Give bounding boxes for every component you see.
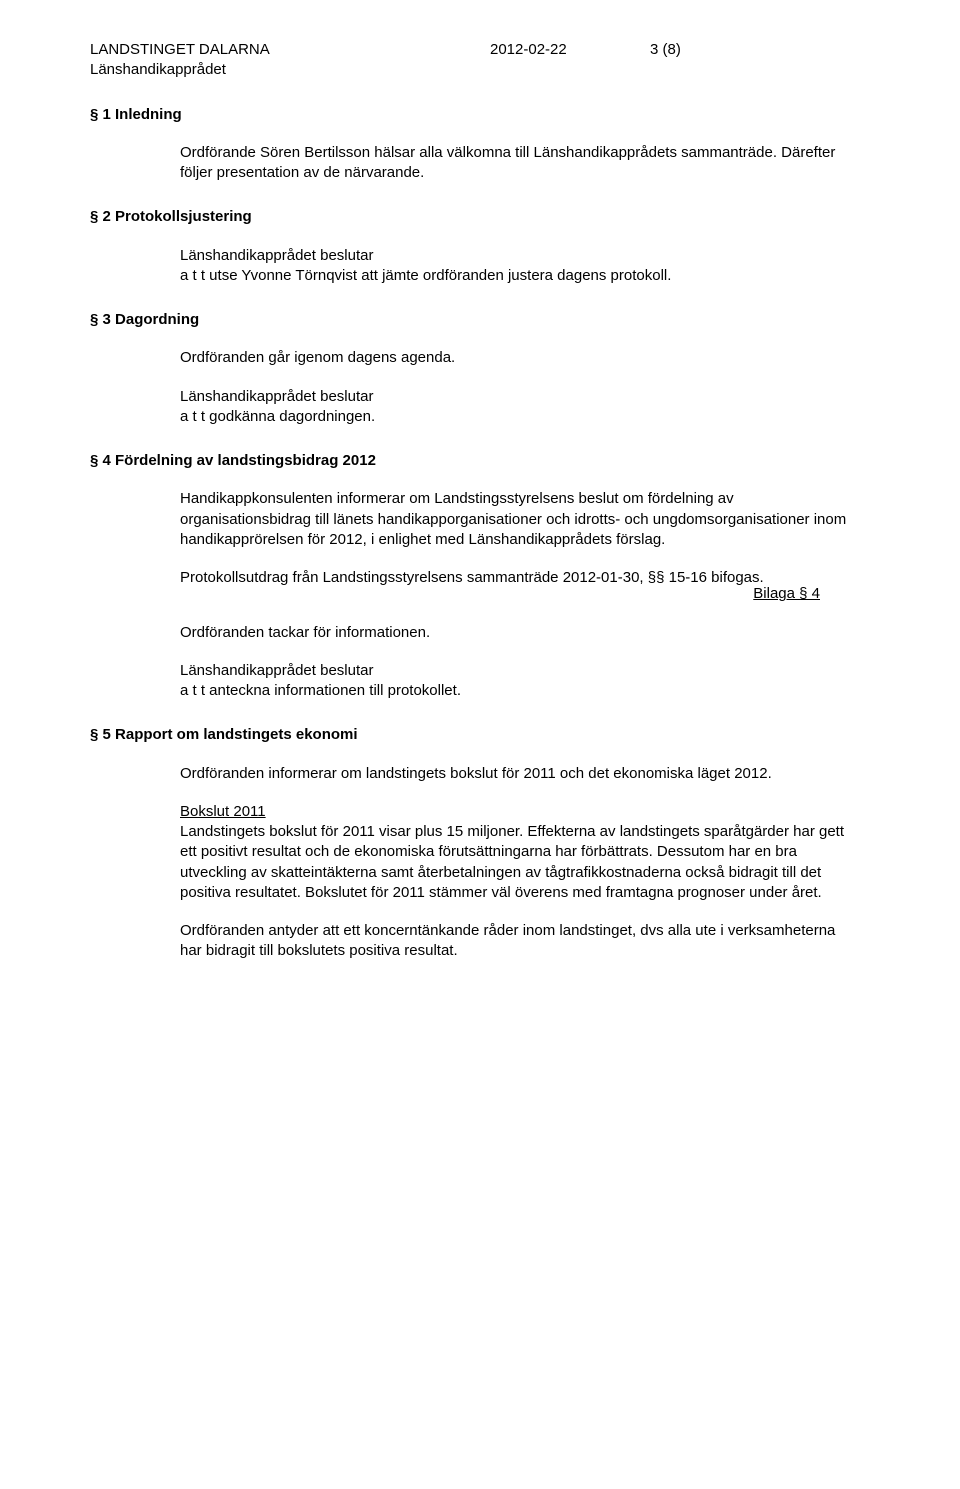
section-2-heading: § 2 Protokollsjustering (90, 207, 880, 227)
section-2-body: Länshandikapprådet beslutar a t t utse Y… (180, 246, 860, 287)
section-3-heading: § 3 Dagordning (90, 310, 880, 330)
section-4-p3: Ordföranden tackar för informationen. (180, 623, 860, 643)
section-4-p1: Handikappkonsulenten informerar om Lands… (180, 489, 860, 550)
section-3-decision: a t t godkänna dagordningen. (180, 407, 860, 427)
section-1-p1: Ordförande Sören Bertilsson hälsar alla … (180, 143, 860, 184)
header-row: LANDSTINGET DALARNA 2012-02-22 3 (8) (90, 40, 880, 60)
section-4-decision: a t t anteckna informationen till protok… (180, 681, 860, 701)
header-page: 3 (8) (650, 40, 710, 60)
section-2-decision: a t t utse Yvonne Törnqvist att jämte or… (180, 266, 860, 286)
section-5-body: Ordföranden informerar om landstingets b… (180, 764, 860, 962)
section-4-body: Handikappkonsulenten informerar om Lands… (180, 489, 860, 701)
section-3-decision-lead: Länshandikapprådet beslutar (180, 387, 860, 407)
section-3-p1: Ordföranden går igenom dagens agenda. (180, 348, 860, 368)
header-sub: Länshandikapprådet (90, 60, 880, 80)
section-3-body: Ordföranden går igenom dagens agenda. Lä… (180, 348, 860, 427)
section-4-decision-lead: Länshandikapprådet beslutar (180, 661, 860, 681)
header-org: LANDSTINGET DALARNA (90, 40, 490, 60)
section-5-subhead: Bokslut 2011 (180, 802, 860, 822)
section-4-heading: § 4 Fördelning av landstingsbidrag 2012 (90, 451, 880, 471)
section-5-p2: Landstingets bokslut för 2011 visar plus… (180, 822, 860, 903)
section-5-p3: Ordföranden antyder att ett koncerntänka… (180, 921, 860, 962)
document-page: LANDSTINGET DALARNA 2012-02-22 3 (8) Län… (0, 0, 960, 1489)
section-1-heading: § 1 Inledning (90, 105, 880, 125)
section-2-decision-lead: Länshandikapprådet beslutar (180, 246, 860, 266)
section-5-heading: § 5 Rapport om landstingets ekonomi (90, 725, 880, 745)
header-date: 2012-02-22 (490, 40, 650, 60)
section-5-p1: Ordföranden informerar om landstingets b… (180, 764, 860, 784)
